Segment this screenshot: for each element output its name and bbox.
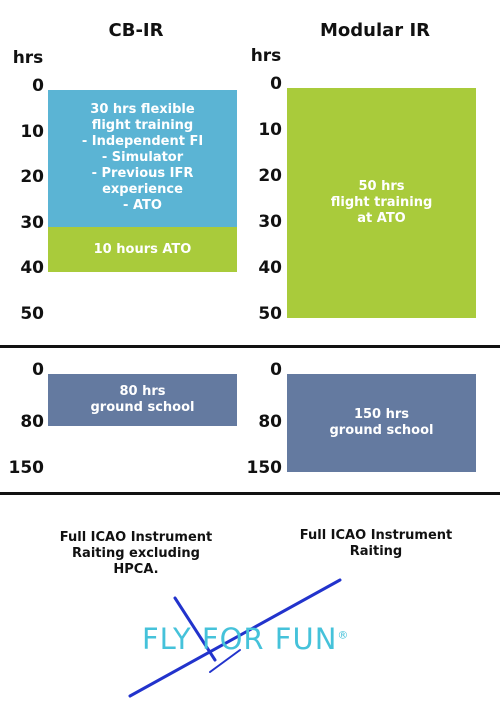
y-tick-label: 40 (258, 258, 282, 278)
bar-segment: 80 hrs ground school (48, 374, 237, 427)
chart-title: Modular IR (320, 20, 430, 41)
caption: Full ICAO Instrument Raiting (299, 528, 453, 559)
y-tick-label: 10 (258, 120, 282, 140)
caption: Full ICAO Instrument Raiting excluding H… (59, 530, 213, 577)
divider (0, 492, 500, 495)
y-tick-label: 0 (270, 74, 282, 94)
segment-label: 30 hrs flexible flight training - Indepe… (81, 102, 204, 214)
y-tick-label: 30 (258, 212, 282, 232)
y-tick-label: 0 (32, 360, 44, 380)
y-tick-label: 0 (32, 76, 44, 96)
y-tick-label: 50 (20, 304, 44, 324)
y-tick-label: 20 (258, 166, 282, 186)
segment-label: 150 hrs ground school (329, 407, 434, 438)
y-tick-label: 0 (270, 360, 282, 380)
y-tick-label: 150 (246, 458, 283, 478)
chart-title: CB-IR (108, 20, 164, 41)
y-tick-label: 30 (20, 212, 44, 233)
y-tick-label: 10 (20, 121, 44, 142)
y-axis-label: hrs (12, 48, 44, 68)
y-axis-label: hrs (250, 46, 282, 66)
logo-plane (128, 578, 342, 698)
logo: FLY FOR FUN® (142, 622, 349, 656)
segment-label: 80 hrs ground school (90, 384, 195, 416)
divider (0, 345, 500, 348)
y-tick-label: 80 (20, 412, 44, 433)
segment-label: 50 hrs flight training at ATO (330, 179, 433, 226)
y-tick-label: 50 (258, 304, 282, 324)
y-tick-label: 150 (8, 458, 45, 478)
bar-segment: 150 hrs ground school (287, 374, 476, 472)
bar-segment: 30 hrs flexible flight training - Indepe… (48, 90, 237, 227)
logo-mark: ® (337, 628, 350, 642)
y-tick-label: 20 (20, 167, 44, 188)
y-tick-label: 80 (258, 412, 282, 433)
logo-text: FLY FOR FUN (142, 622, 338, 656)
bar-segment: 50 hrs flight training at ATO (287, 88, 476, 318)
y-tick-label: 40 (20, 258, 44, 279)
segment-label: 10 hours ATO (93, 241, 192, 257)
bar-segment: 10 hours ATO (48, 226, 237, 273)
